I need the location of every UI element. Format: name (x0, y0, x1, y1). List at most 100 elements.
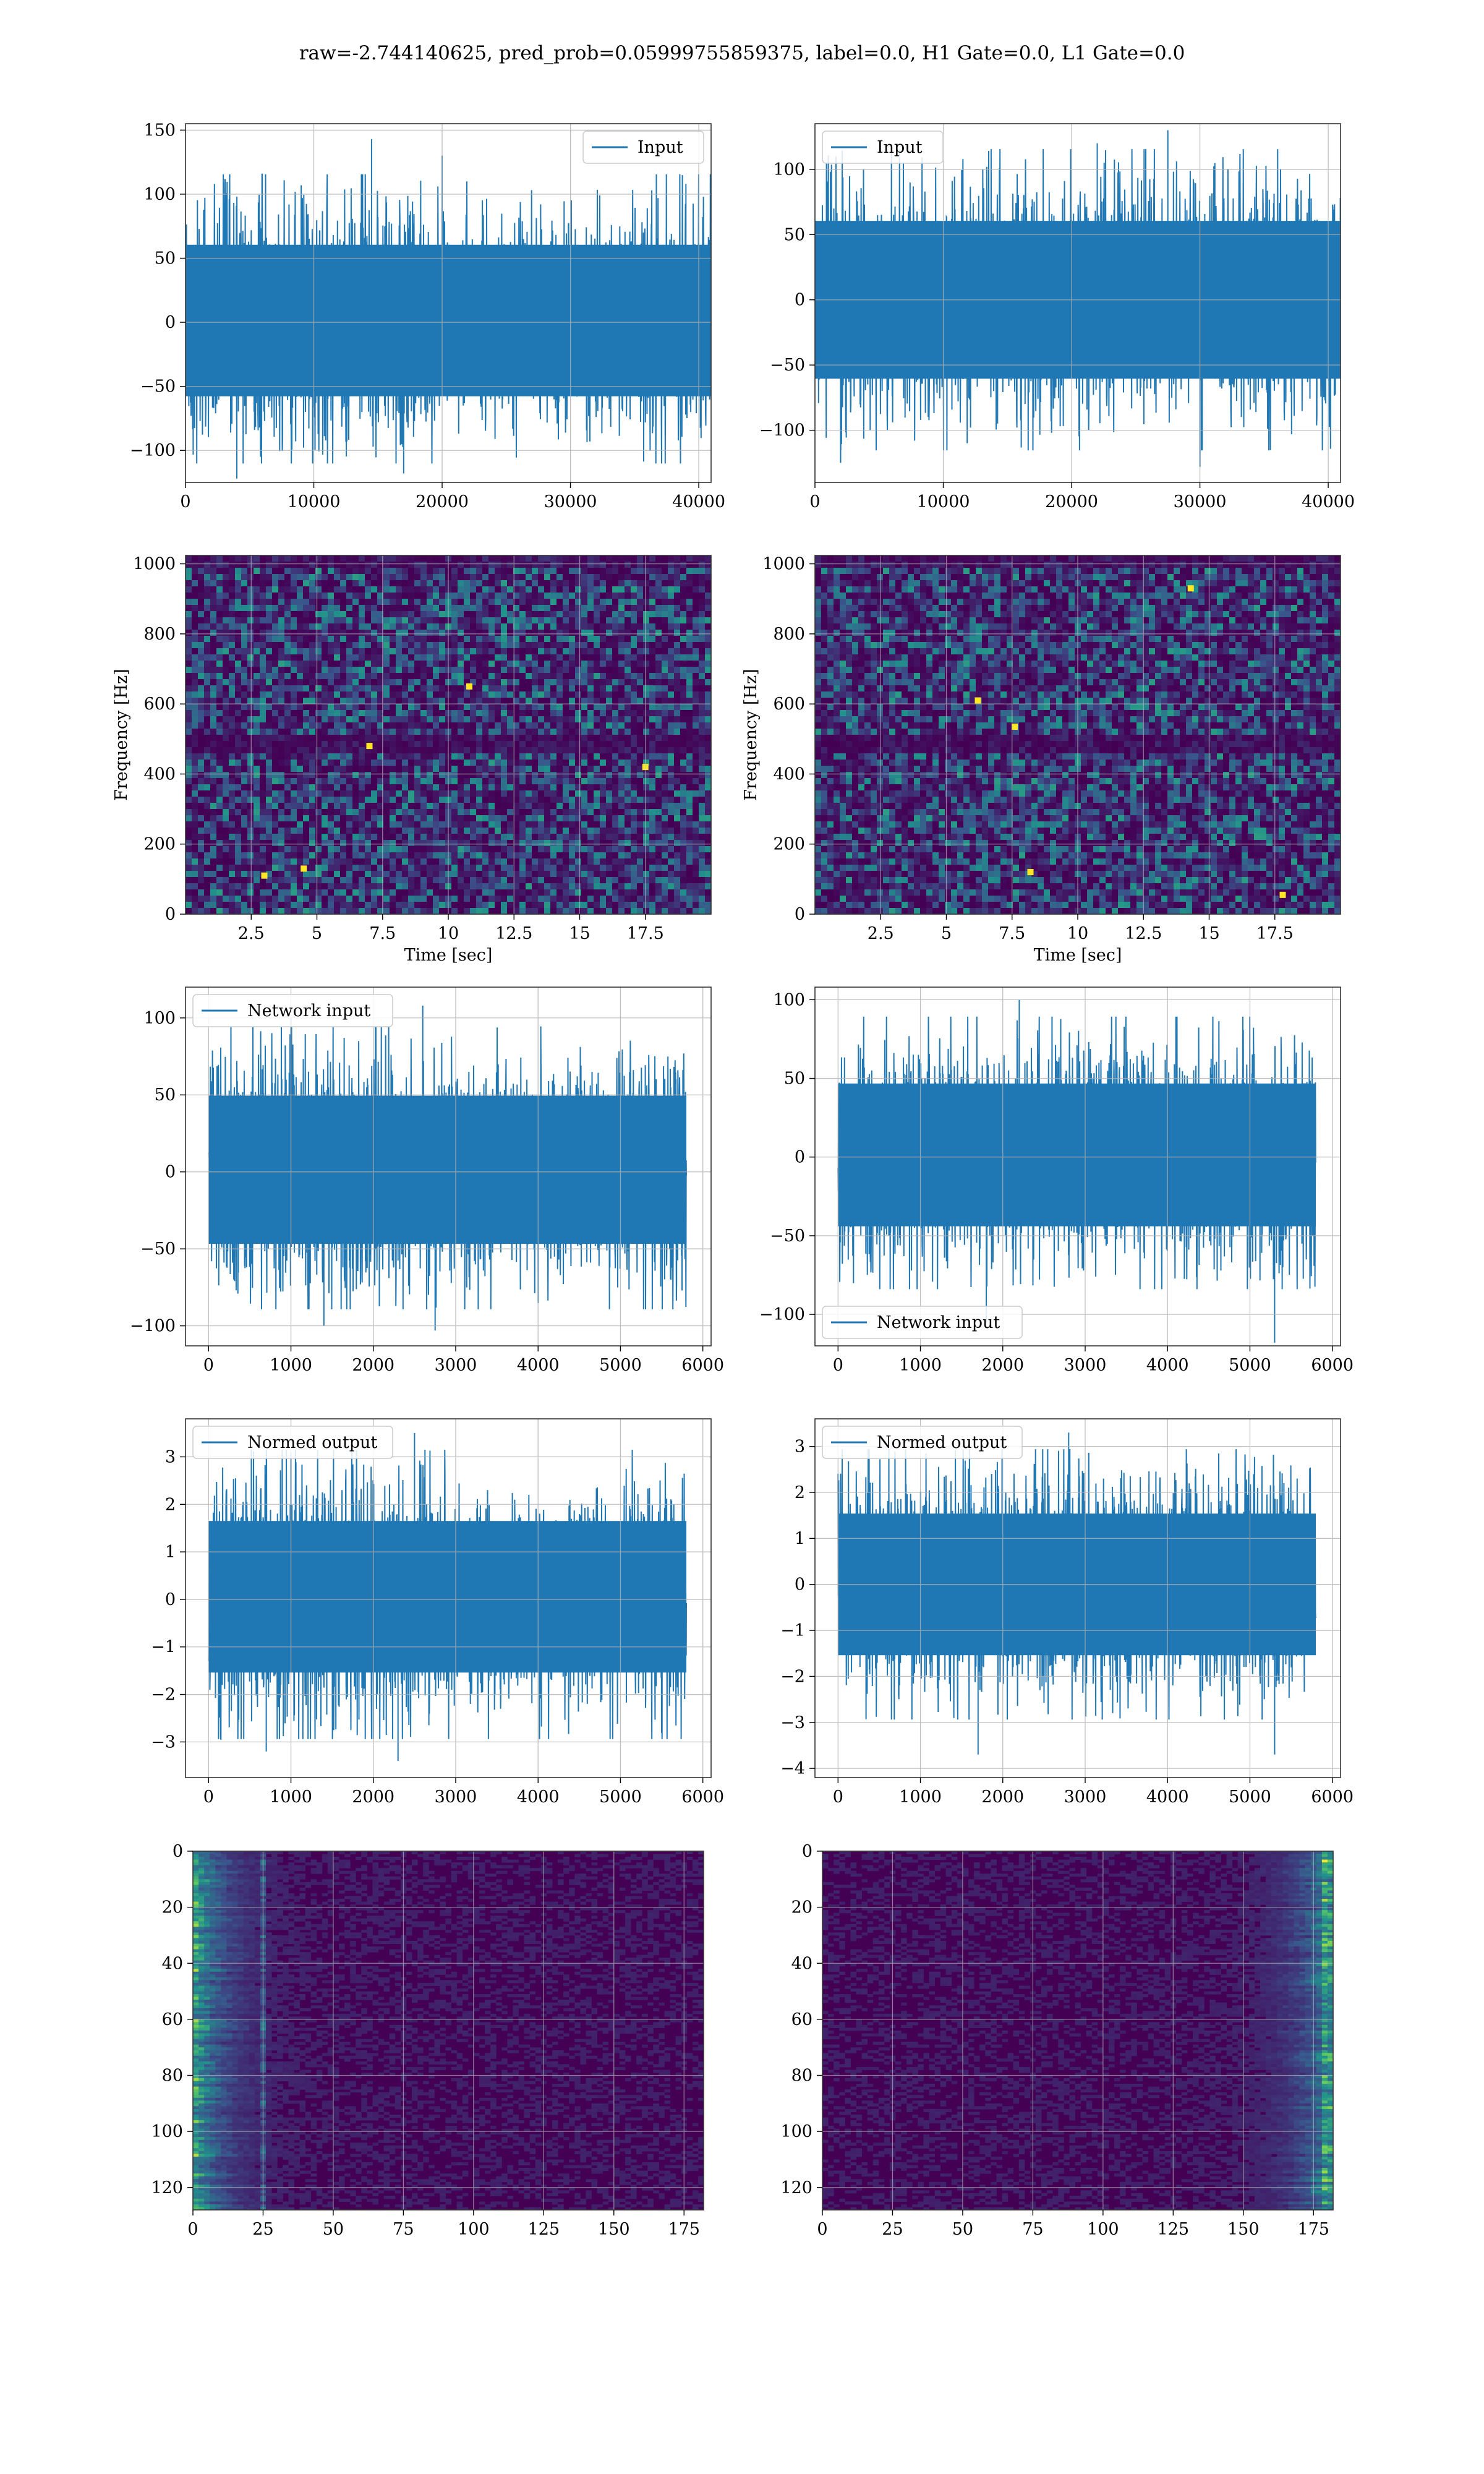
input-l1-legend: Input (822, 131, 944, 164)
input-l1-frame (814, 123, 1341, 483)
network-input-l1-grid (815, 987, 1341, 1346)
x-tick-label: 150 (598, 2220, 630, 2239)
y-tick-label: 2 (795, 1483, 805, 1502)
legend-label: Network input (877, 1313, 1000, 1332)
x-tick-label: 50 (952, 2220, 973, 2239)
network-input-h1-plot-area (208, 1005, 687, 1331)
x-tick-label: 7.5 (999, 924, 1025, 943)
x-tick-label: 6000 (681, 1356, 724, 1375)
y-tick-label: 800 (773, 625, 805, 644)
x-tick-label: 4000 (517, 1787, 560, 1807)
x-tick-label: 40000 (1302, 492, 1355, 511)
legend-label: Input (877, 138, 923, 157)
x-tick-label: 125 (1158, 2220, 1190, 2239)
x-tick-label: 10 (438, 924, 459, 943)
y-tick-label: 100 (143, 1009, 176, 1028)
x-tick-label: 0 (833, 1356, 843, 1375)
y-tick-label: 200 (773, 835, 805, 854)
x-tick-label: 2000 (352, 1787, 394, 1807)
y-tick-label: 200 (143, 835, 176, 854)
network-input-h1-legend: Network input (192, 994, 393, 1027)
feature-map-h1-frame (192, 1851, 704, 2211)
y-tick-label: 1 (795, 1529, 805, 1548)
x-tick-label: 1000 (270, 1356, 312, 1375)
y-tick-label: −100 (759, 1305, 805, 1324)
y-tick-label: 20 (162, 1898, 183, 1917)
normed-output-l1-frame (814, 1418, 1341, 1778)
x-tick-label: 3000 (1064, 1356, 1107, 1375)
y-tick-label: −100 (130, 1317, 176, 1336)
x-tick-label: 2000 (981, 1356, 1024, 1375)
network-input-l1-series-core (838, 1083, 1316, 1226)
x-tick-label: 100 (1087, 2220, 1119, 2239)
x-tick-label: 7.5 (369, 924, 396, 943)
bright-spot (974, 697, 981, 704)
x-tick-label: 50 (323, 2220, 344, 2239)
y-tick-label: 0 (173, 1842, 183, 1861)
y-tick-label: 50 (784, 1069, 805, 1089)
y-tick-label: −3 (151, 1732, 176, 1752)
input-h1-series-core (186, 244, 711, 396)
normed-output-h1-frame (185, 1418, 712, 1778)
legend-label: Normed output (247, 1433, 377, 1452)
y-tick-label: 400 (143, 764, 176, 784)
x-tick-label: 2000 (981, 1787, 1024, 1807)
x-tick-label: 12.5 (1125, 924, 1162, 943)
y-tick-label: 100 (143, 185, 176, 204)
y-tick-label: 0 (165, 313, 176, 332)
y-tick-label: −3 (780, 1713, 805, 1732)
y-tick-label: 400 (773, 764, 805, 784)
normed-output-h1-legend: Normed output (192, 1426, 393, 1459)
x-tick-label: 3000 (435, 1356, 477, 1375)
y-tick-label: 0 (165, 1590, 176, 1609)
x-tick-label: 15 (1198, 924, 1219, 943)
bright-spot (1027, 869, 1034, 876)
network-input-h1-frame (185, 987, 712, 1346)
bright-spot (261, 872, 268, 879)
y-tick-label: −50 (770, 356, 805, 375)
x-tick-label: 0 (203, 1787, 214, 1807)
y-tick-label: 60 (791, 2010, 812, 2029)
x-tick-label: 5000 (599, 1787, 642, 1807)
y-tick-label: −100 (759, 421, 805, 440)
y-tick-label: 60 (162, 2010, 183, 2029)
x-tick-label: 10000 (288, 492, 341, 511)
x-tick-label: 17.5 (1256, 924, 1294, 943)
spectrogram-h1-grid (186, 555, 711, 915)
x-tick-label: 2.5 (868, 924, 894, 943)
y-tick-label: 800 (143, 625, 176, 644)
x-tick-label: 12.5 (495, 924, 532, 943)
x-tick-label: 1000 (899, 1787, 942, 1807)
x-tick-label: 6000 (681, 1787, 724, 1807)
y-tick-label: 80 (162, 2066, 183, 2086)
y-tick-label: 3 (165, 1447, 176, 1466)
y-tick-label: −50 (140, 377, 176, 396)
figure-title: raw=-2.744140625, pred_prob=0.0599975585… (0, 42, 1484, 64)
x-tick-label: 25 (252, 2220, 273, 2239)
legend-label: Input (638, 138, 683, 157)
x-tick-label: 0 (203, 1356, 214, 1375)
y-tick-label: 50 (784, 225, 805, 244)
bright-spot (301, 865, 307, 872)
y-tick-label: 3 (795, 1437, 805, 1457)
x-tick-label: 5000 (1229, 1356, 1271, 1375)
x-tick-label: 175 (668, 2220, 700, 2239)
x-tick-label: 2.5 (238, 924, 265, 943)
x-tick-label: 30000 (1174, 492, 1227, 511)
y-tick-label: 80 (791, 2066, 812, 2086)
y-tick-label: 50 (155, 1085, 176, 1105)
x-tick-label: 5000 (1229, 1787, 1271, 1807)
feature-map-l1-plot-area (822, 1851, 1333, 2210)
bright-spot (466, 683, 472, 690)
input-h1-legend: Input (582, 131, 704, 164)
feature-map-h1-plot-area (193, 1851, 704, 2210)
x-tick-label: 125 (528, 2220, 560, 2239)
x-tick-label: 5 (312, 924, 322, 943)
x-tick-label: 4000 (1146, 1356, 1189, 1375)
